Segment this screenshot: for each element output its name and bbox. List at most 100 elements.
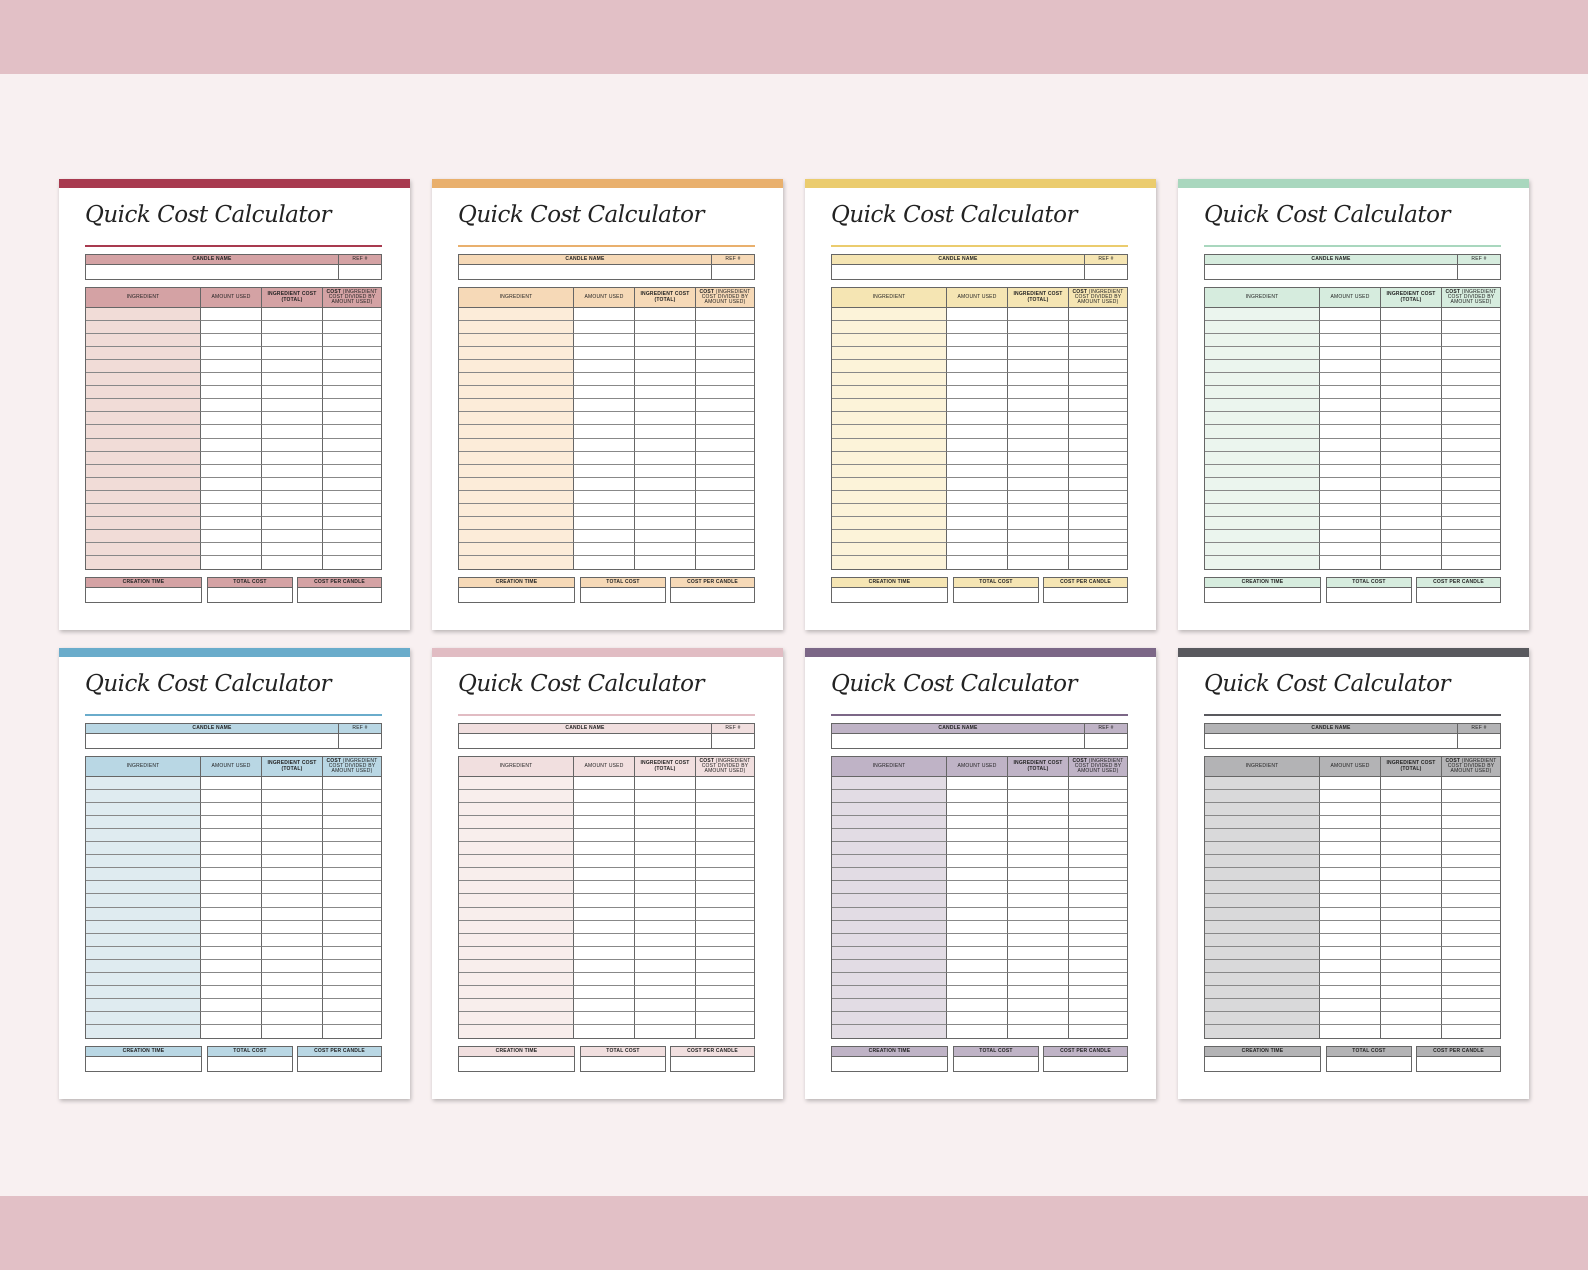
ingredient-cell[interactable] (1205, 412, 1320, 426)
ingredient-cell[interactable] (86, 542, 201, 556)
ingredient-cost-cell[interactable] (1381, 972, 1442, 986)
ingredient-cell[interactable] (86, 959, 201, 973)
cost-cell[interactable] (1442, 439, 1500, 452)
amount-used-cell[interactable] (574, 985, 635, 999)
ingredient-cell[interactable] (459, 503, 574, 517)
ingredient-cost-cell[interactable] (635, 790, 696, 804)
cost-cell[interactable] (1442, 334, 1500, 348)
cost-cell[interactable] (1442, 986, 1500, 999)
ingredient-cell[interactable] (459, 881, 574, 895)
ingredient-cell[interactable] (832, 490, 947, 504)
ref-field[interactable] (339, 265, 381, 279)
amount-used-cell[interactable] (574, 555, 635, 569)
amount-used-cell[interactable] (1320, 529, 1381, 543)
amount-used-cell[interactable] (947, 803, 1008, 817)
ingredient-cost-cell[interactable] (1381, 529, 1442, 543)
cost-cell[interactable] (696, 908, 754, 921)
cost-cell[interactable] (696, 373, 754, 387)
ingredient-cell[interactable] (832, 360, 947, 374)
ingredient-cell[interactable] (459, 868, 574, 882)
amount-used-cell[interactable] (574, 308, 635, 322)
amount-used-cell[interactable] (574, 868, 635, 882)
ingredient-cell[interactable] (459, 985, 574, 999)
amount-used-cell[interactable] (574, 1011, 635, 1025)
amount-used-cell[interactable] (574, 842, 635, 856)
ingredient-cell[interactable] (86, 894, 201, 908)
ingredient-cost-cell[interactable] (262, 803, 323, 817)
cost-per-candle-field[interactable] (1044, 1057, 1127, 1071)
ingredient-cost-cell[interactable] (1381, 490, 1442, 504)
ingredient-cost-cell[interactable] (635, 972, 696, 986)
cost-cell[interactable] (323, 334, 381, 348)
ref-field[interactable] (1085, 265, 1127, 279)
cost-cell[interactable] (1069, 517, 1127, 530)
ingredient-cell[interactable] (1205, 438, 1320, 452)
amount-used-cell[interactable] (201, 438, 262, 452)
cost-cell[interactable] (323, 321, 381, 335)
ingredient-cost-cell[interactable] (1381, 334, 1442, 348)
cost-cell[interactable] (696, 947, 754, 960)
ingredient-cost-cell[interactable] (1381, 803, 1442, 817)
amount-used-cell[interactable] (1320, 803, 1381, 817)
ingredient-cell[interactable] (832, 829, 947, 843)
amount-used-cell[interactable] (574, 1024, 635, 1038)
cost-cell[interactable] (1442, 491, 1500, 504)
cost-cell[interactable] (696, 399, 754, 413)
ingredient-cell[interactable] (86, 907, 201, 921)
ingredient-cell[interactable] (459, 308, 574, 322)
amount-used-cell[interactable] (947, 998, 1008, 1012)
ingredient-cell[interactable] (1205, 868, 1320, 882)
cost-cell[interactable] (1442, 386, 1500, 400)
ingredient-cost-cell[interactable] (635, 842, 696, 856)
amount-used-cell[interactable] (947, 985, 1008, 999)
cost-cell[interactable] (696, 491, 754, 504)
creation-time-field[interactable] (1205, 588, 1320, 602)
amount-used-cell[interactable] (201, 777, 262, 791)
ingredient-cost-cell[interactable] (1381, 855, 1442, 869)
ingredient-cost-cell[interactable] (262, 451, 323, 465)
ingredient-cell[interactable] (459, 412, 574, 426)
amount-used-cell[interactable] (201, 516, 262, 530)
amount-used-cell[interactable] (1320, 308, 1381, 322)
ingredient-cost-cell[interactable] (1008, 816, 1069, 830)
ingredient-cell[interactable] (832, 933, 947, 947)
ingredient-cell[interactable] (832, 894, 947, 908)
cost-cell[interactable] (1069, 777, 1127, 791)
ingredient-cell[interactable] (86, 998, 201, 1012)
ref-field[interactable] (712, 265, 754, 279)
ingredient-cell[interactable] (459, 386, 574, 400)
total-cost-field[interactable] (581, 1057, 665, 1071)
ingredient-cost-cell[interactable] (262, 360, 323, 374)
ref-field[interactable] (712, 734, 754, 748)
ingredient-cell[interactable] (86, 881, 201, 895)
cost-cell[interactable] (1442, 556, 1500, 569)
ingredient-cell[interactable] (1205, 542, 1320, 556)
ingredient-cell[interactable] (1205, 490, 1320, 504)
amount-used-cell[interactable] (574, 503, 635, 517)
cost-cell[interactable] (1442, 360, 1500, 374)
amount-used-cell[interactable] (574, 920, 635, 934)
cost-per-candle-field[interactable] (671, 588, 754, 602)
ingredient-cost-cell[interactable] (262, 907, 323, 921)
amount-used-cell[interactable] (1320, 842, 1381, 856)
ingredient-cost-cell[interactable] (1381, 373, 1442, 387)
amount-used-cell[interactable] (574, 334, 635, 348)
cost-cell[interactable] (323, 308, 381, 322)
amount-used-cell[interactable] (1320, 360, 1381, 374)
ingredient-cost-cell[interactable] (1381, 946, 1442, 960)
cost-cell[interactable] (696, 934, 754, 947)
cost-cell[interactable] (1442, 373, 1500, 387)
ingredient-cell[interactable] (459, 790, 574, 804)
amount-used-cell[interactable] (947, 399, 1008, 413)
amount-used-cell[interactable] (201, 425, 262, 439)
ingredient-cost-cell[interactable] (1381, 399, 1442, 413)
cost-cell[interactable] (696, 881, 754, 895)
amount-used-cell[interactable] (574, 438, 635, 452)
cost-cell[interactable] (696, 973, 754, 986)
ingredient-cost-cell[interactable] (262, 529, 323, 543)
ingredient-cost-cell[interactable] (262, 373, 323, 387)
amount-used-cell[interactable] (574, 360, 635, 374)
ingredient-cost-cell[interactable] (1008, 555, 1069, 569)
ingredient-cost-cell[interactable] (635, 425, 696, 439)
amount-used-cell[interactable] (201, 790, 262, 804)
